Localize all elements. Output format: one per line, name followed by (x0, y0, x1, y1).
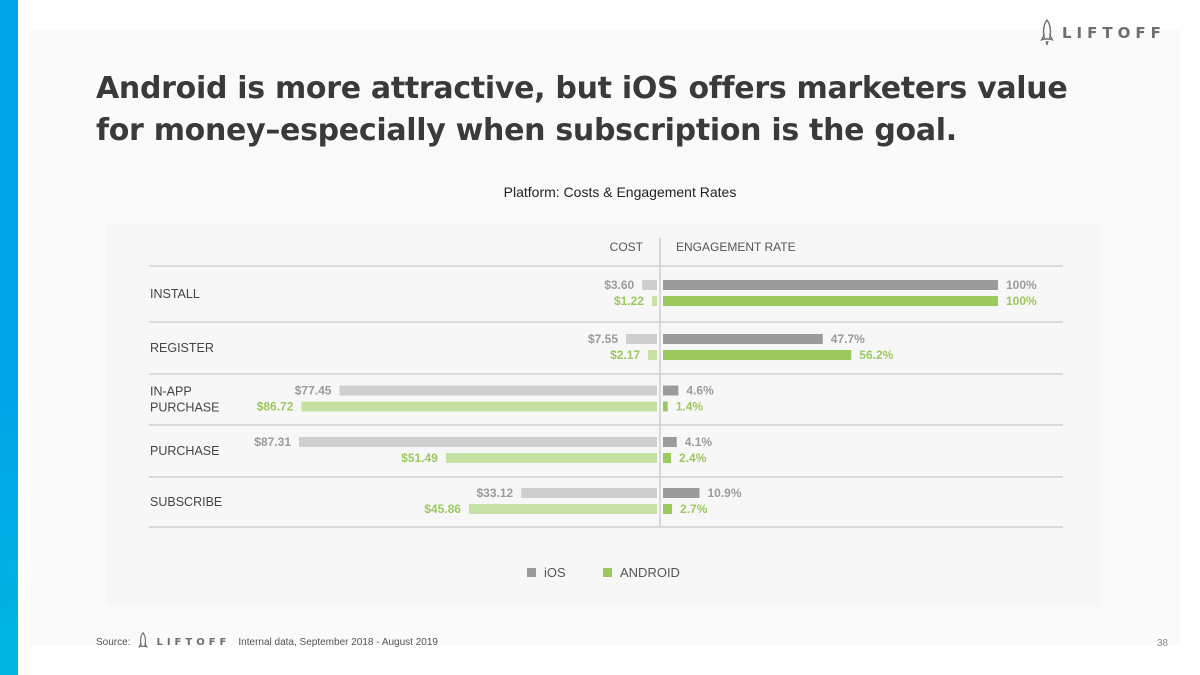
legend-label: ANDROID (620, 565, 680, 580)
engagement-label: 4.1% (685, 435, 713, 449)
engagement-bar (663, 296, 998, 306)
engagement-bar (663, 385, 679, 396)
page-title: Android is more attractive, but iOS offe… (96, 68, 1096, 152)
category-label: IN-APP (150, 385, 192, 399)
source-text: Internal data, September 2018 - August 2… (238, 636, 438, 648)
cost-bar (521, 488, 657, 498)
category-label: REGISTER (150, 341, 214, 355)
legend-swatch (527, 568, 536, 577)
engagement-bar (663, 401, 668, 412)
cost-bar (301, 401, 657, 412)
engagement-label: 2.7% (680, 502, 708, 516)
cost-bar (468, 504, 657, 514)
cost-label: $7.55 (588, 332, 618, 346)
engagement-label: 47.7% (831, 332, 865, 346)
cost-bar (642, 280, 657, 290)
cost-bar (648, 350, 657, 360)
engagement-bar (663, 280, 998, 290)
cost-header: COST (610, 240, 644, 254)
category-label: INSTALL (150, 287, 200, 301)
source-logo-text: LIFTOFF (156, 636, 231, 648)
engagement-bar (663, 488, 700, 498)
engagement-bar (663, 453, 672, 463)
engagement-label: 4.6% (686, 384, 714, 398)
accent-strip (0, 0, 18, 675)
source-label: Source: (96, 636, 131, 648)
legend-swatch (603, 568, 612, 577)
engagement-label: 100% (1006, 278, 1037, 292)
chart-title: Platform: Costs & Engagement Rates (503, 184, 737, 200)
logo-text: LIFTOFF (1062, 24, 1166, 42)
cost-bar (445, 453, 657, 463)
legend-label: iOS (544, 565, 566, 580)
cost-label: $87.31 (254, 435, 291, 449)
cost-bar (626, 334, 657, 344)
cost-label: $77.45 (295, 384, 332, 398)
engagement-label: 2.4% (679, 451, 707, 465)
engagement-label: 10.9% (708, 486, 742, 500)
cost-label: $3.60 (604, 278, 634, 292)
engagement-header: ENGAGEMENT RATE (676, 240, 796, 254)
cost-label: $51.49 (401, 451, 438, 465)
cost-bar (299, 437, 657, 447)
cost-label: $33.12 (476, 486, 513, 500)
headline-line-2: for money–especially when subscription i… (96, 113, 957, 148)
cost-label: $1.22 (614, 294, 644, 308)
liftoff-logo: LIFTOFF (1040, 18, 1170, 48)
category-label: SUBSCRIBE (150, 495, 222, 509)
cost-bar (651, 296, 657, 306)
cost-bar (339, 385, 657, 396)
engagement-label: 1.4% (676, 400, 704, 414)
engagement-bar (663, 350, 852, 360)
cost-label: $86.72 (257, 400, 294, 414)
engagement-label: 56.2% (859, 348, 893, 362)
engagement-bar (663, 334, 823, 344)
engagement-bar (663, 504, 673, 514)
page-number: 38 (1156, 638, 1168, 649)
rocket-icon (1040, 19, 1054, 46)
source-line: Source: LIFTOFF Internal data, September… (96, 632, 438, 652)
rocket-icon (138, 632, 149, 648)
category-label: PURCHASE (150, 444, 219, 458)
cost-label: $2.17 (610, 348, 640, 362)
engagement-bar (663, 437, 677, 447)
headline-line-1: Android is more attractive, but iOS offe… (96, 71, 1068, 106)
category-label: PURCHASE (150, 401, 219, 415)
engagement-label: 100% (1006, 294, 1037, 308)
cost-label: $45.86 (424, 502, 461, 516)
